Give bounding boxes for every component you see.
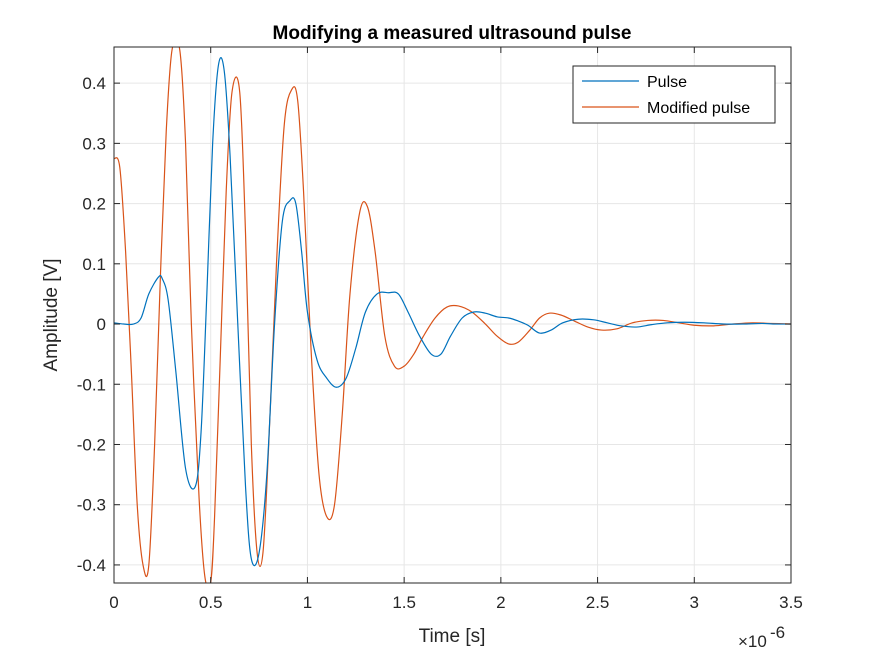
y-tick-label: -0.2 [77,435,106,454]
legend-box [572,65,776,124]
legend: Pulse Modified pulse [572,65,776,124]
x-tick-label: 3.5 [779,593,803,612]
x-tick-label: 2.5 [586,593,610,612]
legend-label-modified-pulse: Modified pulse [647,100,750,117]
y-tick-label: 0 [97,315,106,334]
y-tick-label: 0.3 [82,134,106,153]
x-tick-label: 3 [690,593,699,612]
axes-box [113,46,792,584]
x-axis-label: Time [s] [419,626,486,647]
x-tick-label: 2 [496,593,505,612]
plot-area [114,47,791,583]
chart-title: Modifying a measured ultrasound pulse [273,23,632,44]
y-tick-label: 0.2 [82,195,106,214]
x-tick-label: 0.5 [199,593,223,612]
y-axis-label: Amplitude [V] [41,259,62,372]
y-tick-label: 0.4 [82,74,106,93]
y-tick-label: -0.1 [77,375,106,394]
y-tick-label: -0.3 [77,496,106,515]
series-layer [114,47,791,583]
y-tick-label: 0.1 [82,255,106,274]
y-tick-label: -0.4 [77,556,106,575]
x-tick-label: 1.5 [392,593,416,612]
legend-label-pulse: Pulse [647,74,687,91]
x-tick-label: 0 [109,593,118,612]
x-exponent-power: -6 [770,623,785,642]
x-tick-label: 1 [303,593,312,612]
series-line-pulse [114,57,791,567]
series-line-modified-pulse [114,47,791,583]
ticks: 0 0.5 1 1.5 2 2.5 3 3.5 -0.4 -0.3 -0.2 -0.1 0 0.1 0.2 0… [77,47,803,612]
x-exponent-label: ×10 [738,632,767,651]
